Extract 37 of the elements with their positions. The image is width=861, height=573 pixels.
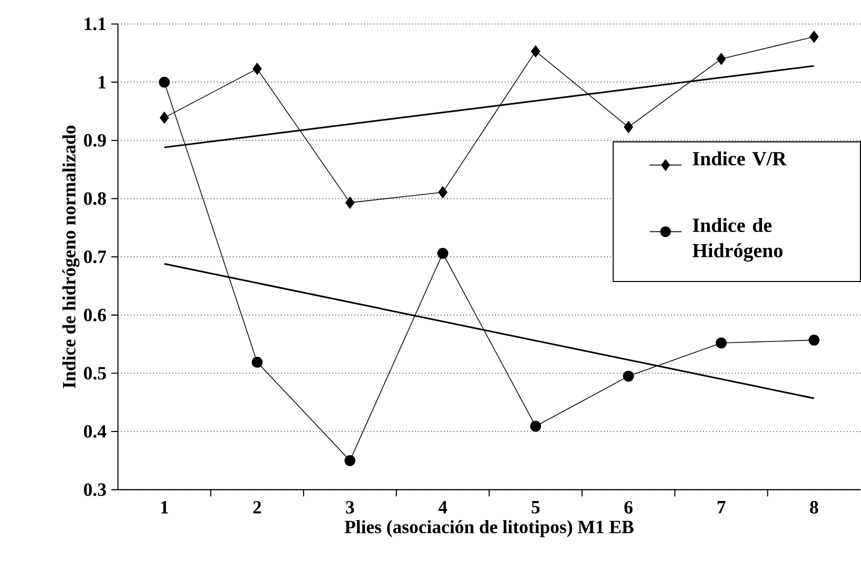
y-tick-label: 0.3 [84,484,106,496]
y-tick-label: 0.6 [84,308,106,322]
point [344,455,356,466]
y-tick-label: 1 [98,76,106,89]
legend-label: Indice V/R [692,152,787,166]
point [622,370,634,382]
point [531,46,540,58]
y-tick-label: 0.9 [84,134,106,147]
y-tick-label: 0.5 [84,367,106,380]
y-axis-title: Indice de hidrógeno normalizado [62,126,80,388]
x-tick-label: 1 [161,501,168,514]
x-tick-label: 4 [438,501,448,514]
y-tick-label: 0.4 [84,425,106,438]
point [624,121,634,134]
point [808,334,820,346]
point [345,196,355,209]
x-tick-label: 8 [810,501,818,514]
point [252,62,262,75]
x-tick-label: 7 [718,501,726,514]
point [438,186,448,198]
point [809,30,819,43]
x-axis-title: Plies (asociación de litotipos) M1 EB [344,520,634,538]
x-tick-label: 5 [532,501,540,514]
x-tick-label: 2 [253,501,262,514]
point [437,248,448,259]
x-tick-label: 3 [346,501,354,514]
y-tick-label: 1.1 [84,18,106,30]
point [252,356,263,368]
point [530,420,542,432]
y-tick-label: 0.8 [84,192,106,206]
y-tick-label: 0.7 [84,250,106,264]
legend-label: Indice de Hidrógeno [692,218,782,262]
point [716,338,727,349]
point [716,53,726,66]
x-tick-label: 6 [624,501,633,514]
point [160,112,169,124]
point [158,76,170,88]
